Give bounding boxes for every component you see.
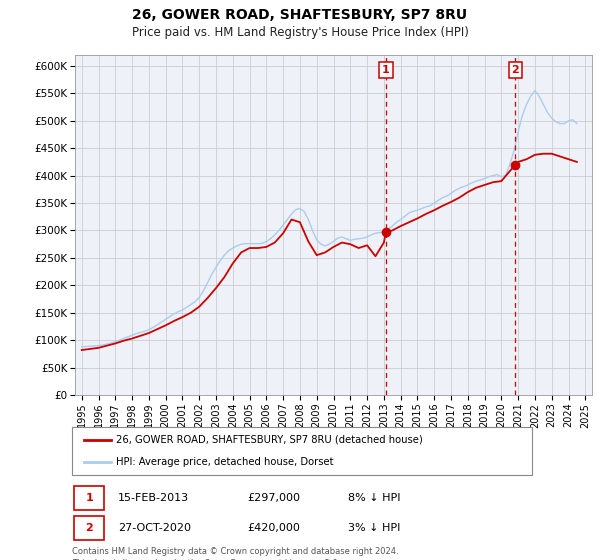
Text: Contains HM Land Registry data © Crown copyright and database right 2024.: Contains HM Land Registry data © Crown c… xyxy=(72,547,398,556)
Text: Price paid vs. HM Land Registry's House Price Index (HPI): Price paid vs. HM Land Registry's House … xyxy=(131,26,469,39)
Text: 15-FEB-2013: 15-FEB-2013 xyxy=(118,493,189,503)
Text: 27-OCT-2020: 27-OCT-2020 xyxy=(118,523,191,533)
Text: £420,000: £420,000 xyxy=(247,523,299,533)
Text: £297,000: £297,000 xyxy=(247,493,300,503)
FancyBboxPatch shape xyxy=(72,427,532,475)
Text: 8% ↓ HPI: 8% ↓ HPI xyxy=(348,493,401,503)
Text: 2: 2 xyxy=(511,65,519,75)
Text: 26, GOWER ROAD, SHAFTESBURY, SP7 8RU (detached house): 26, GOWER ROAD, SHAFTESBURY, SP7 8RU (de… xyxy=(116,435,422,445)
Text: This data is licensed under the Open Government Licence v3.0.: This data is licensed under the Open Gov… xyxy=(72,559,340,560)
Text: 1: 1 xyxy=(85,493,93,503)
Text: 2: 2 xyxy=(85,523,93,533)
Text: 26, GOWER ROAD, SHAFTESBURY, SP7 8RU: 26, GOWER ROAD, SHAFTESBURY, SP7 8RU xyxy=(133,8,467,22)
FancyBboxPatch shape xyxy=(74,486,104,510)
FancyBboxPatch shape xyxy=(74,516,104,540)
Text: 3% ↓ HPI: 3% ↓ HPI xyxy=(348,523,400,533)
Text: 1: 1 xyxy=(382,65,390,75)
Text: HPI: Average price, detached house, Dorset: HPI: Average price, detached house, Dors… xyxy=(116,457,333,467)
